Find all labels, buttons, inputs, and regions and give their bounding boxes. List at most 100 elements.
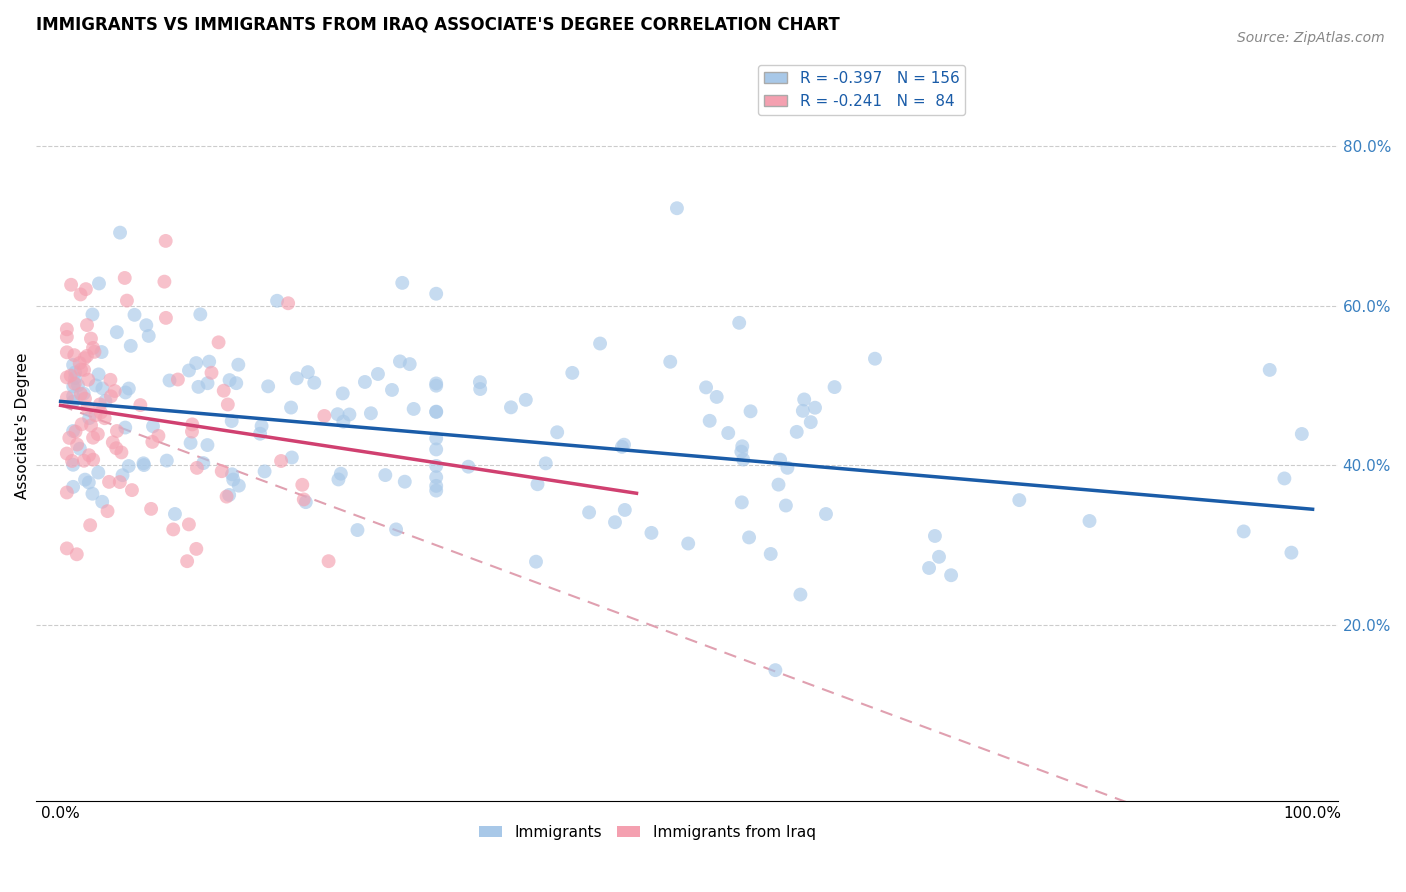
Point bbox=[360, 406, 382, 420]
Point bbox=[56, 446, 79, 460]
Point bbox=[108, 226, 131, 240]
Point bbox=[162, 523, 184, 537]
Point bbox=[398, 357, 420, 371]
Point bbox=[526, 477, 548, 491]
Point bbox=[676, 536, 699, 550]
Point bbox=[731, 495, 754, 509]
Point bbox=[1279, 546, 1302, 560]
Point bbox=[59, 368, 82, 383]
Point bbox=[63, 348, 86, 362]
Point bbox=[186, 541, 208, 556]
Point bbox=[89, 397, 111, 411]
Point bbox=[297, 365, 319, 379]
Point bbox=[367, 367, 389, 381]
Point bbox=[425, 442, 447, 457]
Point bbox=[326, 407, 349, 421]
Point bbox=[470, 382, 492, 396]
Point bbox=[114, 420, 136, 434]
Point bbox=[73, 454, 96, 468]
Point bbox=[1274, 471, 1296, 485]
Point bbox=[610, 440, 633, 454]
Point bbox=[928, 549, 950, 564]
Point bbox=[186, 356, 208, 370]
Point bbox=[73, 386, 96, 401]
Point bbox=[100, 373, 122, 387]
Point bbox=[80, 332, 103, 346]
Point bbox=[100, 389, 122, 403]
Point bbox=[332, 386, 354, 401]
Point bbox=[339, 408, 361, 422]
Point bbox=[187, 380, 209, 394]
Point bbox=[114, 385, 136, 400]
Point bbox=[200, 366, 222, 380]
Point bbox=[425, 458, 447, 473]
Point bbox=[124, 308, 146, 322]
Point bbox=[76, 318, 98, 332]
Point bbox=[728, 316, 751, 330]
Point bbox=[69, 287, 91, 301]
Point bbox=[561, 366, 583, 380]
Point bbox=[159, 374, 181, 388]
Point bbox=[215, 490, 238, 504]
Point bbox=[776, 460, 799, 475]
Point bbox=[188, 307, 211, 321]
Point bbox=[62, 379, 84, 393]
Point bbox=[211, 464, 233, 478]
Point bbox=[425, 470, 447, 484]
Point bbox=[665, 201, 688, 215]
Point bbox=[221, 414, 243, 428]
Point bbox=[385, 523, 408, 537]
Point bbox=[56, 345, 79, 359]
Point bbox=[425, 286, 447, 301]
Point bbox=[250, 419, 273, 434]
Point bbox=[789, 588, 811, 602]
Point bbox=[792, 404, 814, 418]
Point bbox=[186, 461, 208, 475]
Point bbox=[546, 425, 568, 440]
Point bbox=[613, 438, 636, 452]
Point bbox=[132, 456, 155, 470]
Point bbox=[132, 458, 155, 472]
Point bbox=[84, 378, 107, 392]
Point bbox=[63, 371, 86, 385]
Point bbox=[80, 418, 103, 433]
Point bbox=[153, 275, 176, 289]
Point bbox=[56, 485, 79, 500]
Point bbox=[70, 362, 93, 376]
Point bbox=[75, 282, 97, 296]
Point bbox=[82, 308, 104, 322]
Point bbox=[70, 387, 93, 401]
Point bbox=[62, 394, 84, 409]
Point bbox=[129, 398, 152, 412]
Point bbox=[101, 435, 124, 450]
Point bbox=[56, 330, 79, 344]
Point bbox=[281, 450, 304, 465]
Point bbox=[69, 442, 91, 456]
Point bbox=[824, 380, 846, 394]
Point bbox=[141, 434, 163, 449]
Point bbox=[354, 375, 377, 389]
Point bbox=[181, 417, 204, 432]
Point bbox=[87, 466, 110, 480]
Point bbox=[221, 467, 243, 482]
Point bbox=[111, 468, 134, 483]
Point bbox=[77, 475, 100, 490]
Point bbox=[155, 234, 177, 248]
Point bbox=[775, 499, 797, 513]
Point bbox=[105, 325, 128, 339]
Point bbox=[640, 525, 662, 540]
Point bbox=[1233, 524, 1256, 539]
Point bbox=[515, 392, 537, 407]
Point bbox=[804, 401, 827, 415]
Point bbox=[142, 419, 165, 434]
Point bbox=[304, 376, 326, 390]
Point bbox=[115, 293, 138, 308]
Point bbox=[62, 480, 84, 494]
Point bbox=[62, 358, 84, 372]
Point bbox=[98, 475, 121, 489]
Point bbox=[695, 380, 717, 394]
Point bbox=[374, 468, 396, 483]
Point bbox=[786, 425, 808, 439]
Point bbox=[62, 389, 84, 403]
Point bbox=[148, 429, 170, 443]
